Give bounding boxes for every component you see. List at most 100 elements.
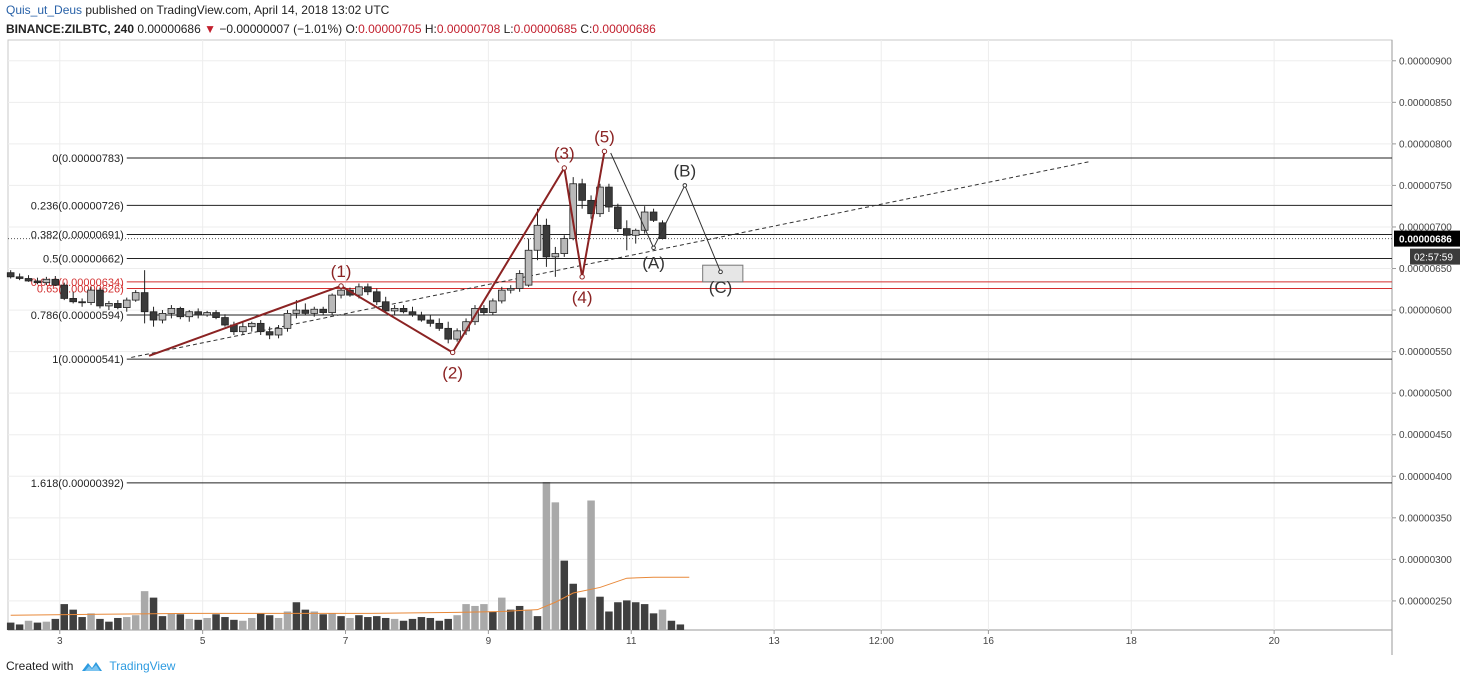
candle-body (247, 322, 256, 328)
wave-label: (1) (331, 262, 352, 281)
wave-point-marker (601, 148, 608, 155)
last-price-badge (1394, 230, 1460, 247)
volume-bar (658, 609, 667, 630)
candle-body (533, 224, 542, 251)
candle-body (24, 278, 33, 282)
volume-bar (614, 602, 622, 630)
fib-level-label: 1(0.00000541) (52, 354, 124, 366)
volume-bar (426, 617, 435, 630)
author-link[interactable]: Quis_ut_Deus (6, 3, 83, 17)
candle-body (149, 311, 158, 321)
volume-bar (480, 604, 488, 630)
candle-body (212, 312, 220, 318)
volume-bar (123, 617, 131, 630)
candle-body (221, 317, 229, 326)
volume-bar (444, 618, 452, 630)
candle-body (328, 294, 336, 313)
volume-bar (114, 617, 122, 630)
candle-body (444, 327, 452, 340)
volume-bar (417, 617, 426, 630)
y-tick-label: 0.00000850 (1399, 98, 1452, 109)
close-label: C: (580, 22, 593, 36)
volume-bar (87, 613, 95, 630)
y-tick-label: 0.00000450 (1399, 430, 1452, 441)
y-tick-label: 0.00000350 (1399, 513, 1452, 524)
volume-bar (506, 609, 515, 630)
candle-body (435, 322, 444, 329)
volume-bar (283, 611, 292, 630)
candle-body (480, 308, 488, 313)
candle-body (140, 292, 149, 313)
volume-bar (471, 605, 479, 630)
wave-point-marker (718, 269, 723, 275)
volume-bar (373, 616, 381, 630)
fib-level-label: 0.5(0.00000662) (43, 254, 124, 266)
volume-bar (194, 619, 202, 630)
ohlc-header: BINANCE:ZILBTC, 240 0.00000686 ▼ −0.0000… (6, 22, 656, 36)
volume-bar (158, 616, 167, 630)
volume-bar (578, 597, 586, 630)
candle-body (319, 308, 327, 313)
candle-body (417, 314, 426, 321)
volume-bar (176, 614, 185, 630)
candle-body (426, 319, 435, 324)
volume-bar (346, 617, 354, 630)
wave-point-marker (651, 245, 656, 251)
wave-point-marker (338, 283, 344, 289)
created-with-text: Created with (6, 659, 74, 673)
volume-bar (69, 609, 77, 630)
last-price: 0.00000686 (137, 22, 201, 36)
candle-body (176, 308, 185, 318)
volume-bar (51, 618, 60, 630)
publish-info: Quis_ut_Deus published on TradingView.co… (6, 3, 389, 17)
y-tick-label: 0.00000400 (1399, 472, 1452, 483)
countdown-badge (1410, 248, 1460, 265)
tradingview-logo-icon (82, 662, 103, 671)
candle-body (256, 322, 265, 333)
candle-body (381, 301, 390, 312)
corrective-wave-line (610, 152, 721, 273)
volume-bar (587, 500, 595, 630)
x-tick-label: 5 (200, 636, 206, 647)
volume-bar (239, 620, 247, 630)
candle-body (489, 300, 497, 313)
wave-label: (B) (673, 161, 696, 180)
volume-bar (489, 611, 497, 630)
volume-bar (96, 618, 104, 630)
volume-bar (248, 617, 256, 630)
volume-bar (328, 613, 336, 630)
y-tick-label: 0.00000550 (1399, 347, 1452, 358)
target-zone-box (702, 264, 744, 283)
open-label: O: (345, 22, 359, 36)
fib-level-label: 1.618(0.00000392) (31, 478, 124, 490)
volume-bar (265, 615, 274, 630)
volume-bar (212, 614, 220, 630)
volume-bar (105, 621, 113, 630)
wave-label: (A) (642, 254, 665, 273)
candle-body (560, 238, 569, 254)
candle-body (167, 308, 176, 314)
low-value: 0.00000685 (513, 22, 578, 36)
wave-point-marker (449, 349, 456, 356)
volume-bar (515, 605, 524, 630)
volume-bar (24, 620, 33, 630)
x-tick-label: 7 (343, 636, 349, 647)
footer: Created with TradingView (6, 659, 175, 673)
candle-body (631, 229, 640, 236)
volume-ma-line (10, 576, 690, 616)
wave-point-marker (682, 183, 688, 188)
candle-body (131, 292, 140, 301)
published-text: published on TradingView.com, April 14, … (82, 3, 390, 17)
tradingview-link[interactable]: TradingView (109, 659, 176, 673)
fib-level-label: 0.65(0.00000626) (37, 283, 124, 295)
candle-body (87, 289, 95, 303)
volume-bar (560, 560, 569, 630)
volume-bar (533, 616, 542, 630)
volume-bar (274, 617, 283, 630)
y-tick-label: 0.00000750 (1399, 181, 1452, 192)
volume-bar (676, 624, 685, 630)
candle-body (301, 309, 310, 314)
fib-level-label: 0.382(0.00000691) (31, 229, 124, 241)
candle-body (96, 289, 104, 307)
